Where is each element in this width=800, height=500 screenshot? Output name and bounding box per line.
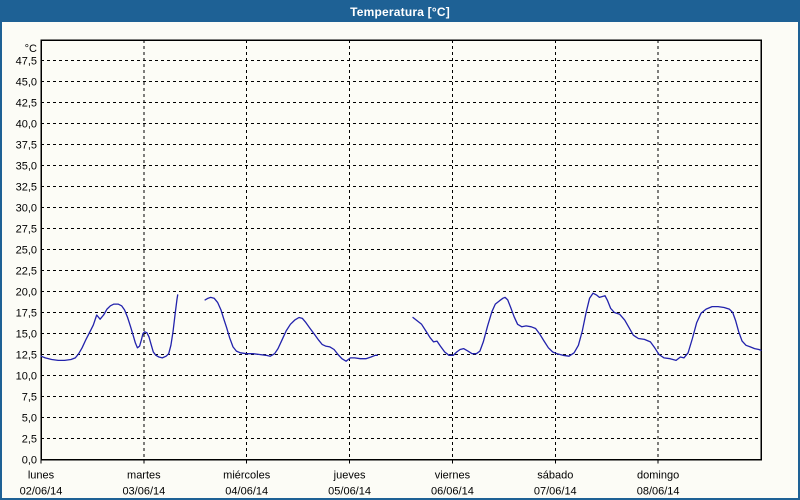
title-bar: Temperatura [°C] [2,2,798,22]
y-tick-label: 0,0 [22,455,37,467]
x-date-label: 07/06/14 [534,486,577,498]
x-day-label: jueves [333,470,366,482]
x-day-label: domingo [637,470,679,482]
x-day-label: viernes [435,470,471,482]
y-tick-label: 27,5 [16,224,37,236]
y-tick-label: 32,5 [16,182,37,194]
temperature-line [40,294,179,362]
y-tick-label: 7,5 [22,392,37,404]
x-date-label: 06/06/14 [431,486,474,498]
chart-title: Temperatura [°C] [350,5,450,19]
y-tick-label: 35,0 [16,161,37,173]
x-date-label: 08/06/14 [637,486,680,498]
y-tick-label: 47,5 [16,56,37,68]
x-date-label: 03/06/14 [122,486,165,498]
y-tick-label: 45,0 [16,77,37,89]
y-tick-label: 30,0 [16,203,37,215]
x-date-label: 04/06/14 [225,486,268,498]
x-day-label: sábado [537,470,573,482]
temperature-line [204,296,379,362]
x-day-label: martes [127,470,161,482]
y-tick-label: 42,5 [16,98,37,110]
x-date-label: 05/06/14 [328,486,371,498]
y-axis-unit-label: °C [25,43,37,55]
y-tick-label: 5,0 [22,413,37,425]
y-tick-label: 17,5 [16,308,37,320]
y-tick-label: 25,0 [16,245,37,257]
y-tick-label: 20,0 [16,287,37,299]
y-tick-label: 10,0 [16,371,37,383]
x-day-label: lunes [28,470,55,482]
x-day-label: miércoles [223,470,271,482]
y-tick-label: 2,5 [22,434,37,446]
y-tick-label: 40,0 [16,119,37,131]
temperature-chart: 47,5 45,0 42,5 40,0 37,5 35,0 32,5 30,0 27,5 25,0… [16,39,762,498]
y-tick-label: 12,5 [16,350,37,362]
plot-border [40,39,762,461]
y-tick-label: 22,5 [16,266,37,278]
chart-area: 47,5 45,0 42,5 40,0 37,5 35,0 32,5 30,0 27,5 25,0… [2,22,798,498]
y-tick-label: 15,0 [16,329,37,341]
temperature-line [412,292,762,362]
x-date-label: 02/06/14 [20,486,63,498]
y-tick-label: 37,5 [16,140,37,152]
